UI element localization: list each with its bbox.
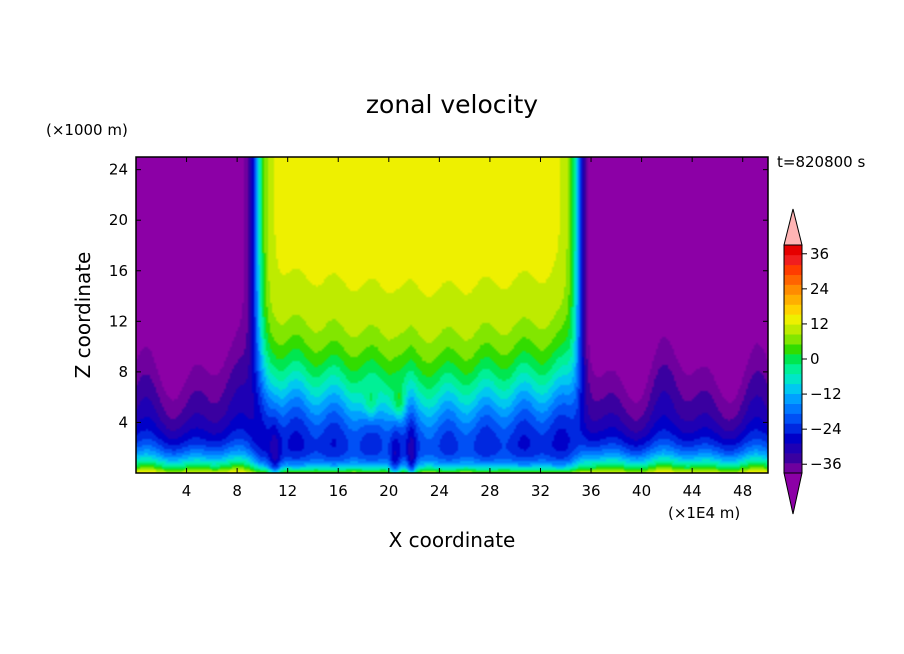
- colorbar-upper-extension: [783, 208, 803, 246]
- x-tick-label: 48: [733, 482, 752, 500]
- colorbar-tick-label: 36: [810, 245, 829, 263]
- colorbar-lower-extension: [783, 472, 803, 515]
- colorbar-tick-label: 24: [810, 280, 829, 298]
- colorbar-box: [784, 453, 802, 464]
- colorbar-box: [784, 274, 802, 285]
- colorbar-box: [784, 403, 802, 414]
- colorbar-tick-label: −24: [810, 420, 842, 438]
- x-unit-label: (×1E4 m): [668, 504, 740, 522]
- x-axis: 4 8 12 16 20 24 28 32 36 40 44 48: [182, 157, 752, 500]
- y-tick-label: 8: [118, 363, 128, 381]
- x-tick-label: 12: [278, 482, 297, 500]
- contour-raster: [136, 157, 768, 473]
- colorbar-box: [784, 344, 802, 355]
- colorbar-box: [784, 373, 802, 385]
- colorbar-tick-label: 12: [810, 315, 829, 333]
- y-axis: 4 8 12 16 20 24: [109, 161, 768, 431]
- colorbar-box: [784, 463, 802, 474]
- colorbar-box: [784, 443, 802, 454]
- time-label: t=820800 s: [777, 153, 865, 171]
- colorbar-box: [784, 423, 802, 434]
- x-tick-label: 16: [329, 482, 348, 500]
- y-tick-label: 16: [109, 262, 128, 280]
- x-tick-label: 8: [232, 482, 242, 500]
- colorbar-box: [784, 363, 802, 375]
- colorbar-box: [784, 393, 802, 404]
- colorbar-box: [784, 314, 802, 325]
- colorbar-box: [784, 334, 802, 345]
- y-tick-label: 24: [109, 161, 128, 179]
- x-tick-label: 20: [379, 482, 398, 500]
- colorbar-box: [784, 383, 802, 394]
- y-tick-label: 4: [118, 413, 128, 431]
- x-tick-label: 40: [632, 482, 651, 500]
- colorbar-box: [784, 245, 802, 256]
- y-tick-label: 20: [109, 211, 128, 229]
- plot-frame: [135, 156, 769, 474]
- contour-field: [136, 157, 768, 473]
- colorbar-box: [784, 304, 802, 315]
- colorbar-box: [784, 324, 802, 335]
- y-tick-label: 12: [109, 312, 128, 330]
- colorbar-box: [784, 264, 802, 276]
- x-tick-label: 44: [683, 482, 702, 500]
- x-tick-label: 24: [430, 482, 449, 500]
- x-axis-label: X coordinate: [389, 528, 516, 552]
- colorbar-tick-label: −36: [810, 455, 842, 473]
- colorbar-box: [784, 354, 802, 365]
- colorbar-box: [784, 254, 802, 266]
- x-tick-label: 4: [182, 482, 192, 500]
- x-tick-label: 32: [531, 482, 550, 500]
- colorbar-tick-label: 0: [810, 350, 820, 368]
- colorbar-box: [784, 284, 802, 295]
- chart-title: zonal velocity: [366, 90, 538, 119]
- colorbar-box: [784, 433, 802, 444]
- y-axis-label: Z coordinate: [71, 252, 95, 379]
- x-tick-label: 28: [480, 482, 499, 500]
- colorbar-box: [784, 294, 802, 305]
- y-unit-label: (×1000 m): [46, 121, 128, 139]
- colorbar: −36 −24 −12 0 12 24 36: [783, 208, 842, 515]
- colorbar-tick-label: −12: [810, 385, 842, 403]
- colorbar-box: [784, 413, 802, 424]
- x-tick-label: 36: [581, 482, 600, 500]
